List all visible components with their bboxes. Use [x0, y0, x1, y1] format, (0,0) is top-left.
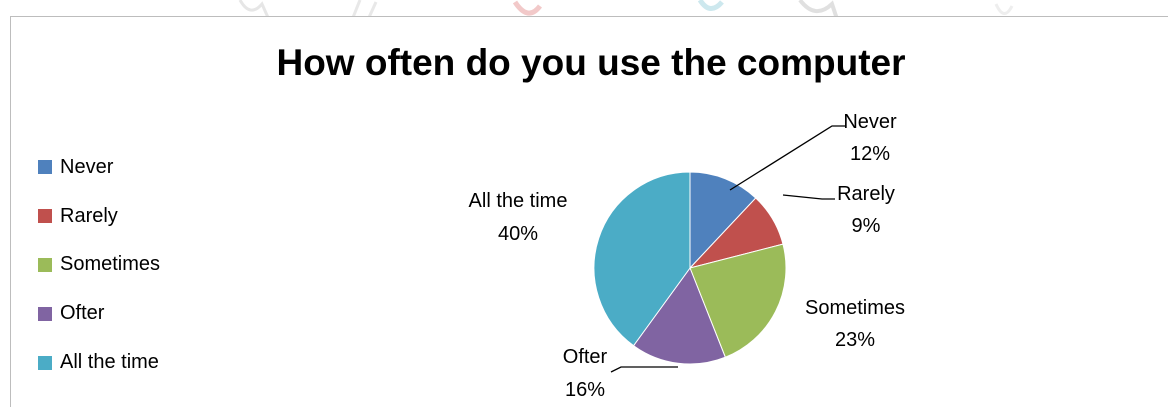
legend-label-rarely: Rarely	[60, 204, 118, 227]
chart-title: How often do you use the computer	[276, 42, 906, 83]
legend-label-all-the-time: All the time	[60, 351, 159, 374]
data-labels: Never 12% Rarely 9% Sometimes 23% Ofter 16% All …	[469, 111, 905, 401]
pie-slice-sometimes	[689, 243, 787, 358]
leader-line-rarely	[782, 194, 835, 200]
legend-item-ofter: Ofter	[38, 289, 160, 338]
legend-swatch-rarely	[38, 209, 52, 224]
leader-line-ofter	[610, 366, 678, 373]
legend-swatch-never	[38, 160, 52, 175]
leader-lines	[610, 125, 846, 373]
chart-legend: Never Rarely Sometimes Ofter All the tim…	[38, 143, 160, 387]
legend-swatch-all-the-time	[38, 355, 52, 370]
legend-label-ofter: Ofter	[60, 302, 105, 325]
data-label-name-sometimes: Sometimes	[805, 297, 905, 319]
pie-slice-all-the-time	[593, 171, 691, 347]
legend-swatch-ofter	[38, 306, 52, 321]
leader-line-never	[729, 125, 846, 191]
data-label-name-rarely: Rarely	[837, 183, 895, 205]
data-label-value-rarely: 9%	[852, 215, 881, 237]
data-label-name-ofter: Ofter	[563, 346, 608, 368]
legend-item-sometimes: Sometimes	[38, 241, 160, 290]
data-label-value-all-the-time: 40%	[498, 223, 538, 245]
chart-frame	[10, 16, 1168, 407]
data-label-name-all-the-time: All the time	[469, 190, 568, 212]
data-label-name-never: Never	[843, 111, 897, 133]
pie-slices	[593, 171, 787, 365]
watermark-strip	[0, 0, 1168, 26]
legend-label-sometimes: Sometimes	[60, 253, 161, 276]
legend-item-all-the-time: All the time	[38, 338, 160, 387]
pie-slice-never	[689, 171, 757, 270]
legend-swatch-sometimes	[38, 257, 52, 272]
pie-slice-ofter	[632, 266, 726, 365]
legend-item-never: Never	[38, 143, 160, 192]
data-label-value-sometimes: 23%	[835, 329, 875, 351]
watermark-graphic	[238, 0, 1014, 25]
data-label-value-never: 12%	[850, 143, 890, 165]
data-label-value-ofter: 16%	[565, 379, 605, 401]
legend-label-never: Never	[60, 155, 114, 178]
legend-item-rarely: Rarely	[38, 192, 160, 241]
